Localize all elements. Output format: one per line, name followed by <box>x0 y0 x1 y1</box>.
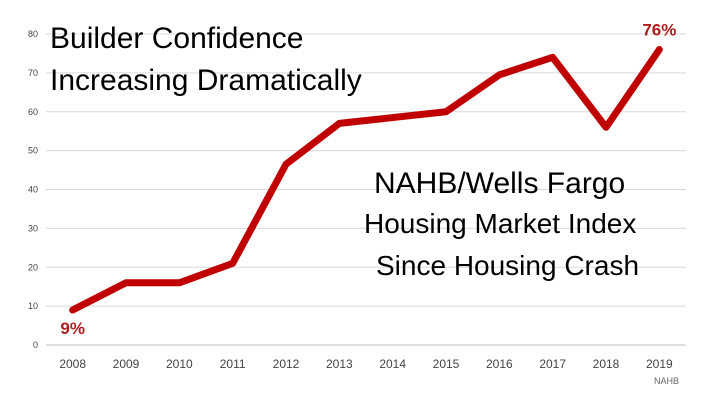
chart-title-line-2: Increasing Dramatically <box>50 64 362 97</box>
x-tick-label: 2014 <box>379 357 406 371</box>
gridlines <box>46 33 686 346</box>
data-point <box>391 116 395 120</box>
y-tick-label: 70 <box>28 68 38 78</box>
data-point <box>337 121 341 125</box>
data-point <box>231 261 235 265</box>
y-tick-label: 50 <box>28 146 38 156</box>
x-tick-label: 2018 <box>593 357 620 371</box>
data-point <box>71 308 75 312</box>
x-tick-label: 2012 <box>273 357 300 371</box>
x-tick-label: 2010 <box>166 357 193 371</box>
y-tick-label: 60 <box>28 107 38 117</box>
y-tick-label: 0 <box>33 340 38 350</box>
data-labels: 9% 76% <box>60 21 676 338</box>
y-tick-label: 40 <box>28 185 38 195</box>
series-layer <box>69 46 663 314</box>
data-label: 9% <box>60 319 85 338</box>
x-tick-label: 2008 <box>59 357 86 371</box>
x-axis-ticks: 2008 2009 2010 2011 2012 2013 2014 2015 2016 2017… <box>59 357 673 371</box>
x-tick-label: 2011 <box>220 357 246 371</box>
y-tick-label: 20 <box>28 262 38 272</box>
x-tick-label: 2019 <box>646 357 673 371</box>
x-tick-label: 2017 <box>539 357 566 371</box>
y-axis-ticks: 0 10 20 30 40 50 60 70 80 <box>28 29 38 350</box>
y-tick-label: 10 <box>28 301 38 311</box>
x-tick-label: 2016 <box>486 357 513 371</box>
chart-subtitle-line-3: Since Housing Crash <box>376 250 640 281</box>
x-tick-label: 2015 <box>433 357 460 371</box>
y-tick-label: 80 <box>28 29 38 39</box>
data-point <box>444 110 448 114</box>
data-label: 76% <box>642 21 676 40</box>
data-point <box>124 281 128 285</box>
data-point <box>657 48 661 52</box>
chart-subtitle-line-2: Housing Market Index <box>364 208 637 239</box>
data-point <box>177 281 181 285</box>
y-tick-label: 30 <box>28 223 38 233</box>
data-point <box>497 73 501 77</box>
source-label: NAHB <box>654 376 680 386</box>
chart-title-line-1: Builder Confidence <box>50 22 304 55</box>
data-point <box>551 55 555 59</box>
data-point <box>604 125 608 129</box>
chart-subtitle-line-1: NAHB/Wells Fargo <box>374 167 626 200</box>
data-point <box>284 162 288 166</box>
x-tick-label: 2013 <box>326 357 353 371</box>
x-tick-label: 2009 <box>113 357 140 371</box>
series-line <box>69 46 663 314</box>
